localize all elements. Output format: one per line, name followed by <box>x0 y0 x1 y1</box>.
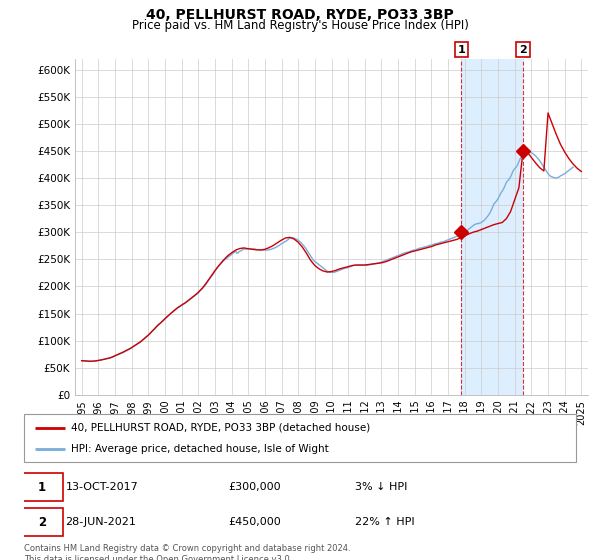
Text: 40, PELLHURST ROAD, RYDE, PO33 3BP: 40, PELLHURST ROAD, RYDE, PO33 3BP <box>146 8 454 22</box>
FancyBboxPatch shape <box>24 414 576 462</box>
Text: HPI: Average price, detached house, Isle of Wight: HPI: Average price, detached house, Isle… <box>71 444 329 454</box>
Text: 2: 2 <box>519 45 527 55</box>
Text: 2: 2 <box>38 516 46 529</box>
Text: Contains HM Land Registry data © Crown copyright and database right 2024.
This d: Contains HM Land Registry data © Crown c… <box>24 544 350 560</box>
Text: 3% ↓ HPI: 3% ↓ HPI <box>355 482 407 492</box>
FancyBboxPatch shape <box>21 508 62 536</box>
Text: 28-JUN-2021: 28-JUN-2021 <box>65 517 136 527</box>
Text: 1: 1 <box>38 480 46 494</box>
Text: 1: 1 <box>457 45 465 55</box>
Text: 40, PELLHURST ROAD, RYDE, PO33 3BP (detached house): 40, PELLHURST ROAD, RYDE, PO33 3BP (deta… <box>71 423 370 433</box>
Bar <box>461 59 523 395</box>
FancyBboxPatch shape <box>21 473 62 501</box>
Text: 13-OCT-2017: 13-OCT-2017 <box>65 482 138 492</box>
Text: £300,000: £300,000 <box>228 482 281 492</box>
Text: Price paid vs. HM Land Registry's House Price Index (HPI): Price paid vs. HM Land Registry's House … <box>131 19 469 32</box>
Text: 22% ↑ HPI: 22% ↑ HPI <box>355 517 415 527</box>
Text: £450,000: £450,000 <box>228 517 281 527</box>
